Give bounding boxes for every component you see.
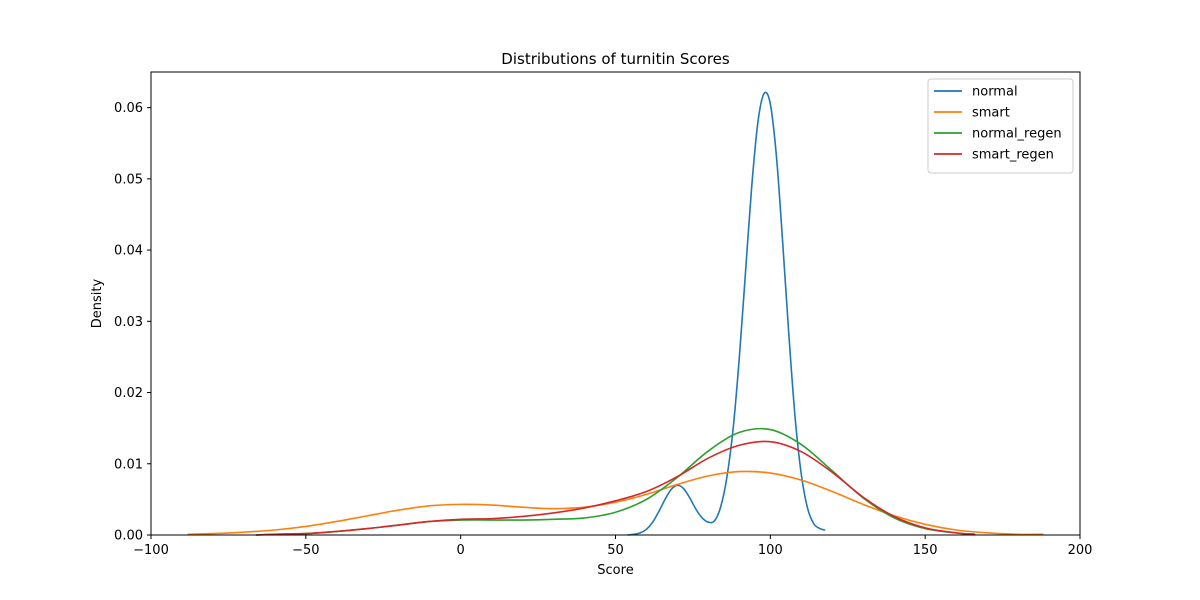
x-tick-label: −50 bbox=[292, 543, 319, 558]
y-tick-label: 0.01 bbox=[114, 457, 143, 472]
chart-title: Distributions of turnitin Scores bbox=[501, 50, 730, 68]
plot-lines bbox=[187, 91, 1044, 536]
legend-box bbox=[927, 78, 1074, 174]
series-line-smart-regen bbox=[255, 440, 976, 536]
y-tick-label: 0.00 bbox=[114, 529, 143, 544]
x-tick-label: −100 bbox=[133, 543, 169, 558]
legend-label: normal_regen bbox=[972, 127, 1062, 142]
x-axis-label: Score bbox=[597, 563, 633, 578]
legend-label: smart_regen bbox=[972, 148, 1054, 163]
legend-label: normal bbox=[972, 85, 1018, 100]
legend-label: smart bbox=[972, 106, 1010, 121]
y-tick-label: 0.06 bbox=[114, 101, 143, 116]
y-tick-label: 0.05 bbox=[114, 172, 143, 187]
x-tick-label: 150 bbox=[913, 543, 938, 558]
x-tick-label: 50 bbox=[607, 543, 624, 558]
y-axis-label: Density bbox=[90, 278, 105, 328]
series-line-smart bbox=[187, 470, 1044, 536]
x-tick-label: 100 bbox=[758, 543, 783, 558]
x-tick-label: 200 bbox=[1068, 543, 1093, 558]
x-axis: −100 −50 0 50 100 150 200 bbox=[133, 535, 1092, 558]
y-tick-label: 0.02 bbox=[114, 386, 143, 401]
y-axis: 0.00 0.01 0.02 0.03 0.04 0.05 0.06 bbox=[114, 101, 151, 544]
y-tick-label: 0.03 bbox=[114, 315, 143, 330]
x-tick-label: 0 bbox=[457, 543, 465, 558]
y-tick-label: 0.04 bbox=[114, 244, 143, 259]
legend: normal smart normal_regen smart_regen bbox=[927, 78, 1074, 174]
